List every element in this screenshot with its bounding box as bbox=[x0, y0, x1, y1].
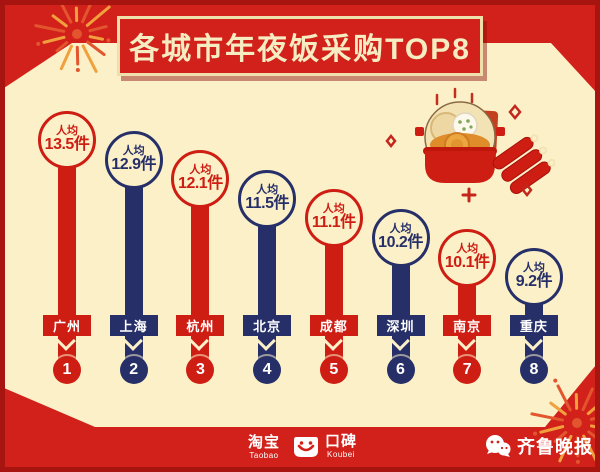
footer-bar: 淘宝 Taobao 口碑 Koubei bbox=[0, 427, 600, 472]
title-banner: 各城市年夜饭采购TOP8 bbox=[117, 16, 483, 76]
value-prefix-label: 人均 bbox=[456, 242, 479, 255]
watermark-text: 齐鲁晚报 bbox=[517, 437, 593, 457]
firework-icon-topleft bbox=[34, 0, 116, 73]
city-label: 广州 bbox=[43, 315, 91, 336]
tofu-icon bbox=[452, 112, 478, 138]
city-label: 重庆 bbox=[509, 315, 558, 336]
value-bubble: 人均 10.2件 bbox=[371, 209, 430, 267]
rank-badge: 7 bbox=[453, 356, 482, 384]
koubei-logo: 口碑 Koubei bbox=[293, 434, 357, 459]
koubei-logo-text: 口碑 bbox=[325, 433, 358, 450]
rank-badge: 2 bbox=[119, 356, 148, 384]
value-prefix-label: 人均 bbox=[389, 222, 412, 235]
steam-icon bbox=[435, 87, 474, 106]
value-bubble: 人均 11.5件 bbox=[238, 170, 297, 228]
city-label: 成都 bbox=[309, 315, 358, 336]
city-label: 深圳 bbox=[376, 315, 425, 336]
value-label: 13.5件 bbox=[44, 136, 90, 154]
rank-badge: 1 bbox=[53, 356, 81, 384]
city-label: 上海 bbox=[109, 315, 158, 336]
city-label: 杭州 bbox=[176, 315, 225, 336]
firecracker-bundle-icon bbox=[492, 134, 555, 194]
value-bubble: 人均 9.2件 bbox=[504, 248, 563, 306]
value-prefix-label: 人均 bbox=[189, 163, 212, 176]
city-label: 北京 bbox=[243, 315, 292, 336]
value-prefix-label: 人均 bbox=[122, 144, 145, 157]
page-title: 各城市年夜饭采购TOP8 bbox=[129, 33, 471, 66]
value-bubble: 人均 11.1件 bbox=[304, 189, 363, 247]
value-bubble: 人均 13.5件 bbox=[38, 111, 96, 169]
rank-badge: 3 bbox=[186, 356, 215, 384]
city-label: 南京 bbox=[443, 315, 492, 336]
taobao-logo-subtext: Taobao bbox=[249, 451, 279, 460]
value-label: 11.1件 bbox=[311, 214, 356, 232]
hotpot-illustration bbox=[385, 87, 555, 203]
pot-bowl-icon bbox=[415, 127, 505, 183]
value-prefix-label: 人均 bbox=[522, 261, 545, 274]
value-label: 10.1件 bbox=[444, 254, 490, 272]
rank-badge: 6 bbox=[386, 356, 415, 384]
value-bubble: 人均 12.9件 bbox=[104, 131, 163, 189]
koubei-logo-subtext: Koubei bbox=[327, 450, 355, 459]
value-bar bbox=[58, 164, 76, 362]
value-bar bbox=[391, 262, 410, 362]
value-prefix-label: 人均 bbox=[322, 202, 345, 215]
value-bubble: 人均 10.1件 bbox=[438, 229, 497, 287]
rank-badge: 4 bbox=[253, 356, 282, 384]
sparkle-diamond-icon bbox=[385, 104, 533, 198]
rank-badge: 5 bbox=[319, 356, 348, 384]
value-label: 9.2件 bbox=[515, 273, 553, 291]
koubei-smiley-icon bbox=[294, 436, 318, 457]
taobao-logo: 淘宝 Taobao bbox=[248, 435, 280, 460]
rank-badge: 8 bbox=[519, 356, 548, 384]
sparkle-plus-icon bbox=[461, 187, 477, 203]
value-prefix-label: 人均 bbox=[56, 124, 78, 137]
watermark: 齐鲁晚报 bbox=[484, 433, 593, 459]
value-label: 11.5件 bbox=[245, 195, 289, 213]
value-label: 10.2件 bbox=[378, 234, 423, 252]
wechat-icon bbox=[486, 435, 511, 457]
value-bubble: 人均 12.1件 bbox=[171, 150, 230, 208]
taobao-logo-text: 淘宝 bbox=[248, 434, 281, 451]
value-label: 12.9件 bbox=[111, 156, 157, 174]
value-label: 12.1件 bbox=[178, 175, 223, 193]
value-prefix-label: 人均 bbox=[256, 183, 279, 196]
